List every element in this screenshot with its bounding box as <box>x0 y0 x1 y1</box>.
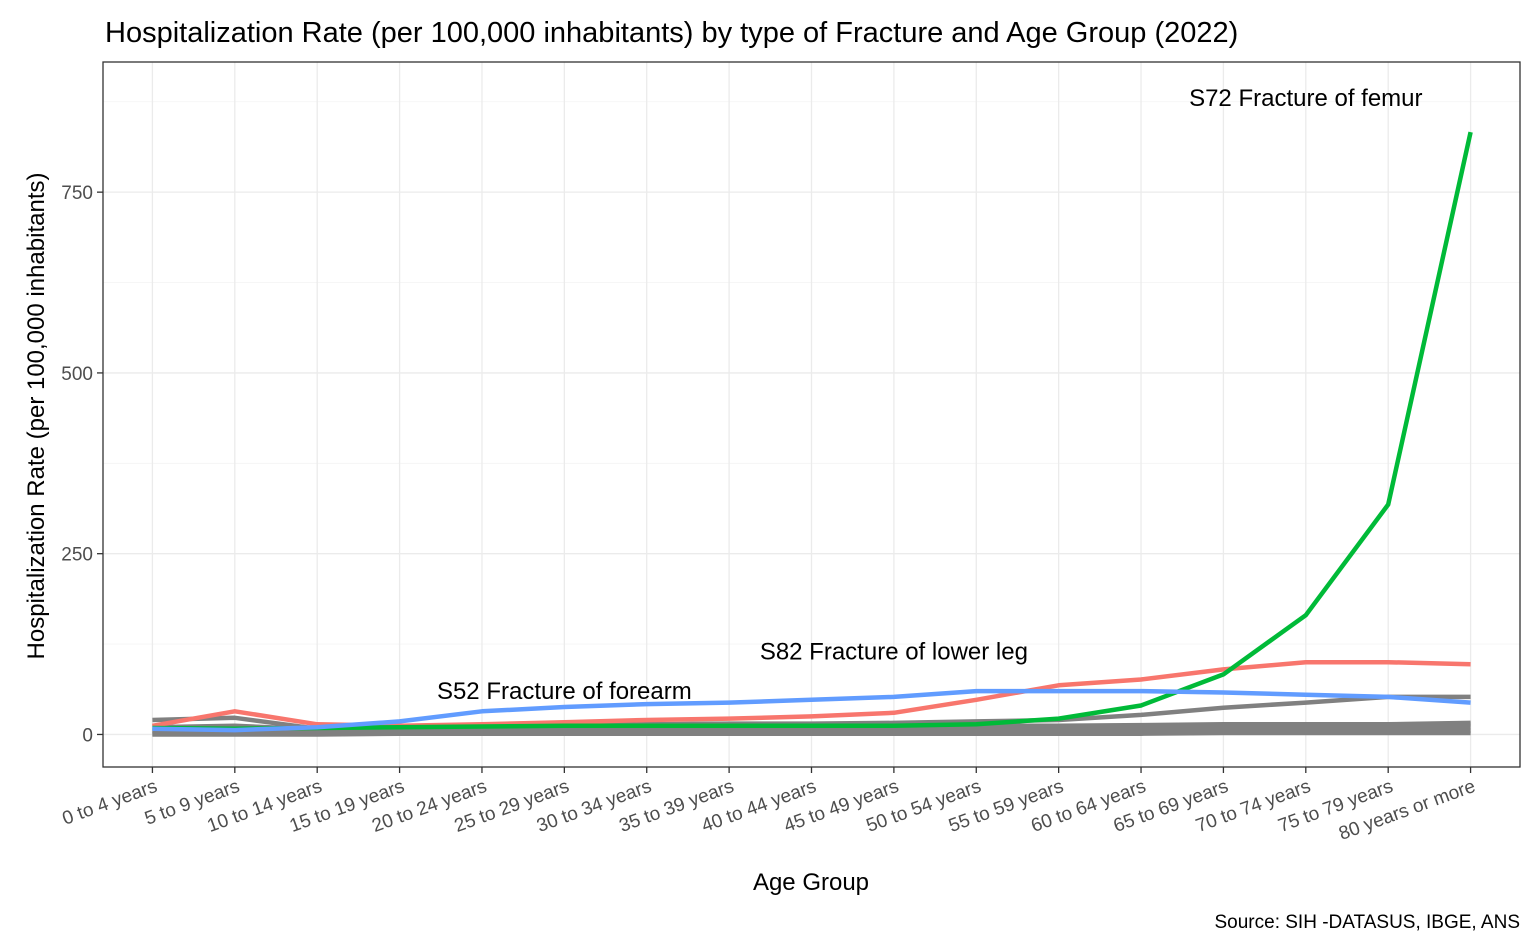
y-tick-label: 750 <box>61 183 93 204</box>
annotation-label: S52 Fracture of forearm <box>437 678 692 705</box>
y-tick-label: 500 <box>61 364 93 385</box>
annotation-label: S82 Fracture of lower leg <box>760 638 1028 665</box>
annotation-label: S72 Fracture of femur <box>1189 85 1422 112</box>
x-tick-label: 0 to 4 years <box>60 776 160 830</box>
x-axis-title: Age Group <box>753 869 869 896</box>
y-tick-label: 0 <box>82 725 93 746</box>
series-line <box>152 688 1471 733</box>
y-axis: 0 250 500 750 <box>61 183 103 746</box>
source-caption: Source: SIH -DATASUS, IBGE, ANS <box>1215 912 1521 933</box>
x-tick-label: 80 years or more <box>1336 776 1478 845</box>
chart-title: Hospitalization Rate (per 100,000 inhabi… <box>105 17 1238 49</box>
grid <box>103 62 1520 767</box>
series-line <box>152 131 1473 731</box>
series-layer <box>152 131 1473 737</box>
annotations-layer: S72 Fracture of femur S82 Fracture of low… <box>437 85 1423 705</box>
y-axis-title: Hospitalization Rate (per 100,000 inhabi… <box>23 173 50 660</box>
series-line <box>152 730 1471 737</box>
y-tick-label: 250 <box>61 545 93 566</box>
